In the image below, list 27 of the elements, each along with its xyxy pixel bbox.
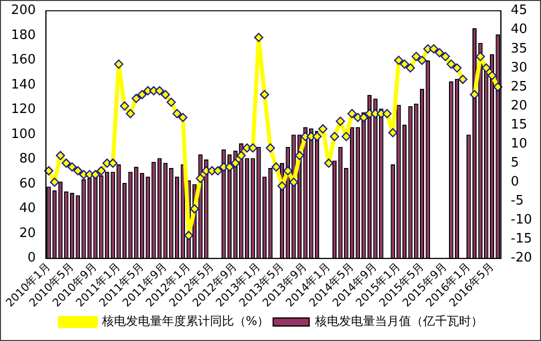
y2-tick-label: 10 [510, 136, 528, 152]
y-tick-label: 0 [28, 250, 36, 266]
y-tick-label: 60 [19, 176, 36, 192]
y2-tick-label: 5 [510, 156, 520, 171]
y-tick-label: 180 [10, 28, 36, 43]
y2-tick-label: -5 [510, 194, 524, 209]
y-tick-label: 200 [10, 3, 36, 18]
y2-tick-label: 30 [510, 60, 528, 76]
y2-tick-label: 40 [510, 22, 528, 38]
y-tick-label: 20 [19, 226, 36, 241]
legend-label: 核电发电量年度累计同比（%） [100, 314, 270, 328]
y-tick-label: 100 [10, 126, 36, 142]
y-tick-label: 80 [19, 152, 36, 167]
y2-tick-label: 35 [510, 41, 528, 56]
y2-tick-label: 0 [510, 174, 520, 190]
legend-label: 核电发电量当月值（亿千瓦时） [314, 314, 484, 328]
y2-tick-label: -10 [510, 212, 532, 228]
y2-tick-label: 25 [510, 79, 528, 94]
y2-tick-label: 20 [510, 98, 528, 114]
y2-tick-label: 45 [510, 3, 528, 18]
y2-tick-label: 15 [510, 117, 528, 132]
y2-tick-label: -15 [510, 232, 532, 247]
y2-tick-label: -20 [510, 250, 532, 266]
y-tick-label: 160 [10, 52, 36, 68]
y-tick-label: 120 [10, 102, 36, 118]
y-tick-label: 40 [19, 201, 36, 216]
y-tick-label: 140 [10, 77, 36, 92]
